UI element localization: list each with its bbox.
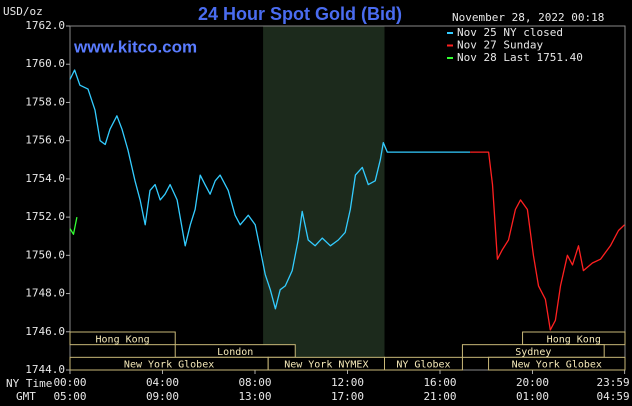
y-tick-label: 1756.0 bbox=[25, 134, 65, 147]
x2-tick-label: 01:00 bbox=[516, 390, 549, 403]
session-box bbox=[384, 356, 463, 371]
x-tick-label: 00:00 bbox=[53, 376, 86, 389]
chart-title: 24 Hour Spot Gold (Bid) bbox=[198, 4, 402, 24]
x-tick-label: 04:00 bbox=[146, 376, 179, 389]
y-tick-label: 1760.0 bbox=[25, 57, 65, 70]
x-tick-label: 12:00 bbox=[331, 376, 364, 389]
plot bbox=[66, 25, 626, 374]
x-tick-label: 08:00 bbox=[238, 376, 271, 389]
y-tick-label: 1744.0 bbox=[25, 363, 65, 376]
session-label: Hong Kong bbox=[547, 334, 601, 345]
x-tick-label: 23:59 bbox=[596, 376, 629, 389]
session-label: Sydney bbox=[515, 347, 551, 358]
x2-tick-label: 13:00 bbox=[238, 390, 271, 403]
session-label: New York Globex bbox=[512, 360, 602, 371]
y-tick-label: 1750.0 bbox=[25, 248, 65, 261]
y-tick-label: 1752.0 bbox=[25, 210, 65, 223]
price-line bbox=[69, 216, 78, 235]
y-axis-label: USD/oz bbox=[3, 5, 43, 18]
y-tick-label: 1762.0 bbox=[25, 19, 65, 32]
legend-label: Nov 25 NY closed bbox=[457, 26, 563, 39]
x2-row-label: GMT bbox=[16, 390, 36, 403]
y-tick-label: 1748.0 bbox=[25, 287, 65, 300]
x-row-label: NY Time bbox=[6, 377, 52, 390]
session-label: Hong Kong bbox=[96, 334, 150, 345]
x2-tick-label: 04:59 bbox=[596, 390, 629, 403]
session-label: London bbox=[217, 347, 253, 358]
x2-tick-label: 05:00 bbox=[53, 390, 86, 403]
x-tick-label: 20:00 bbox=[516, 376, 549, 389]
y-tick-label: 1746.0 bbox=[25, 325, 65, 338]
legend-label: Nov 28 Last 1751.40 bbox=[457, 51, 583, 64]
legend-label: Nov 27 Sunday bbox=[457, 39, 543, 52]
x2-tick-label: 21:00 bbox=[423, 390, 456, 403]
session-label: New York NYMEX bbox=[284, 360, 368, 371]
watermark: www.kitco.com bbox=[73, 37, 197, 56]
session-box bbox=[69, 331, 176, 346]
x-tick-label: 16:00 bbox=[423, 376, 456, 389]
session-box bbox=[488, 356, 626, 371]
price-line bbox=[69, 69, 471, 310]
shaded-region bbox=[263, 26, 385, 370]
y-tick-label: 1758.0 bbox=[25, 95, 65, 108]
price-line bbox=[470, 151, 625, 331]
x2-tick-label: 17:00 bbox=[331, 390, 364, 403]
timestamp: November 28, 2022 00:18 bbox=[452, 11, 604, 24]
y-tick-label: 1754.0 bbox=[25, 172, 65, 185]
x2-tick-label: 09:00 bbox=[146, 390, 179, 403]
session-label: NY Globex bbox=[396, 360, 450, 371]
session-label: New York Globex bbox=[124, 360, 214, 371]
